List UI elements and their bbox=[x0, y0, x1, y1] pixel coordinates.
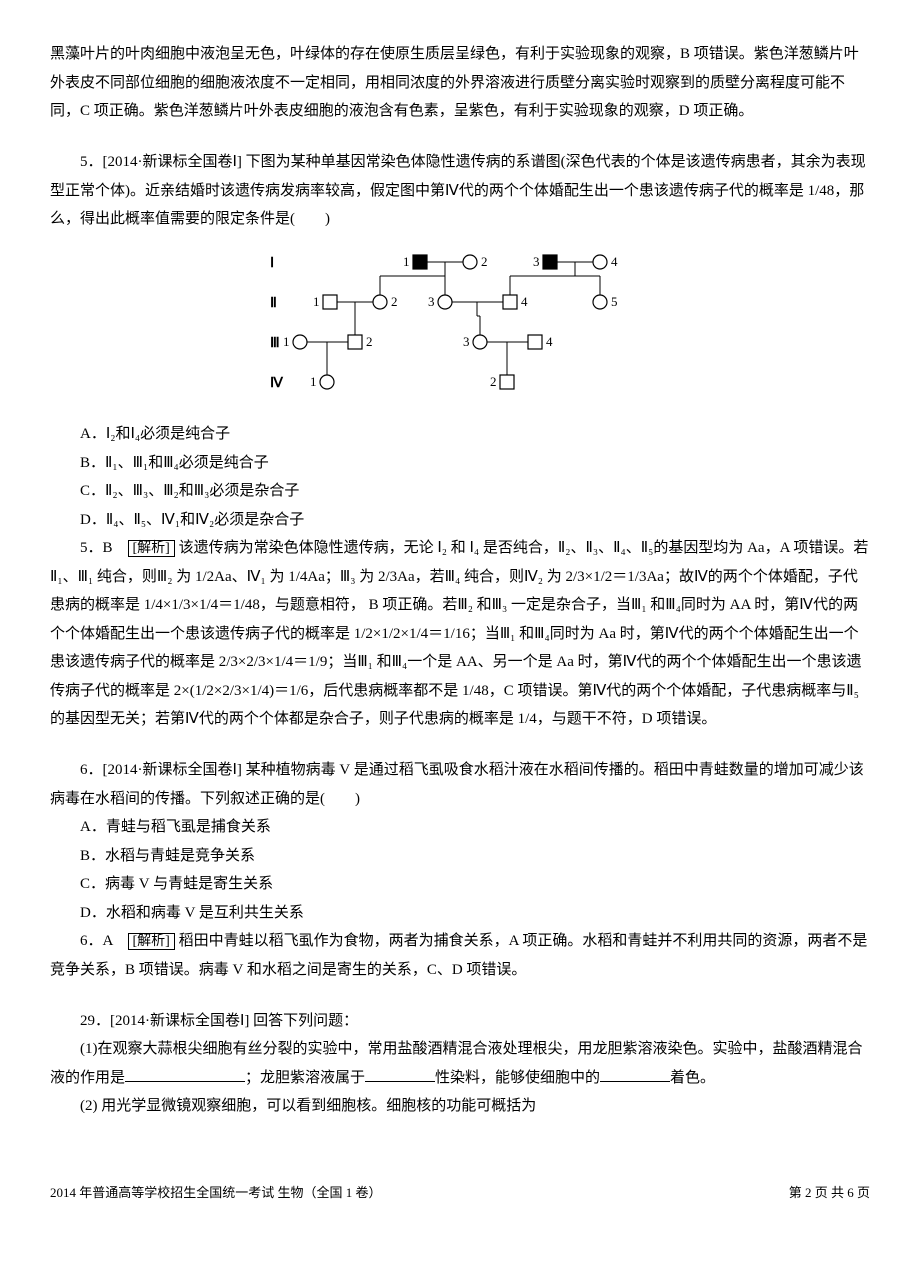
q5-answer-block: 5．B [解析] 该遗传病为常染色体隐性遗传病，无论 Ⅰ₂ 和 Ⅰ₄ 是否纯合，… bbox=[50, 534, 870, 734]
footer-right: 第 2 页 共 6 页 bbox=[789, 1181, 870, 1206]
q5-option-b: B．Ⅱ₁、Ⅲ₁和Ⅲ₄必须是纯合子 bbox=[50, 449, 870, 478]
svg-text:4: 4 bbox=[546, 334, 553, 349]
svg-text:1: 1 bbox=[313, 294, 320, 309]
intro-fragment: 黑藻叶片的叶肉细胞中液泡呈无色，叶绿体的存在使原生质层呈绿色，有利于实验现象的观… bbox=[50, 40, 870, 126]
analysis-label: [解析] bbox=[128, 540, 175, 557]
q5-pedigree: Ⅰ Ⅱ Ⅲ Ⅳ 1 2 3 4 1 2 3 4 5 1 2 3 4 1 2 bbox=[50, 242, 870, 413]
analysis-label: [解析] bbox=[128, 933, 175, 950]
q6-stem: 6．[2014·新课标全国卷Ⅰ] 某种植物病毒 V 是通过稻飞虱吸食水稻汁液在水… bbox=[50, 756, 870, 813]
q29-p1b: ；龙胆紫溶液属于 bbox=[245, 1070, 365, 1086]
q6-answer: 6．A bbox=[80, 933, 128, 949]
blank-1 bbox=[125, 1066, 245, 1082]
page-footer: 2014 年普通高等学校招生全国统一考试 生物（全国 1 卷） 第 2 页 共 … bbox=[50, 1181, 870, 1206]
q6-option-c: C．病毒 V 与青蛙是寄生关系 bbox=[50, 870, 870, 899]
q5-stem: 5．[2014·新课标全国卷Ⅰ] 下图为某种单基因常染色体隐性遗传病的系谱图(深… bbox=[50, 148, 870, 234]
svg-text:4: 4 bbox=[611, 254, 618, 269]
svg-text:1: 1 bbox=[403, 254, 410, 269]
q6-option-d: D．水稻和病毒 V 是互利共生关系 bbox=[50, 899, 870, 928]
q5-option-c: C．Ⅱ₂、Ⅲ₃、Ⅲ₂和Ⅲ₃必须是杂合子 bbox=[50, 477, 870, 506]
q29-stem: 29．[2014·新课标全国卷Ⅰ] 回答下列问题： bbox=[50, 1007, 870, 1036]
svg-text:2: 2 bbox=[391, 294, 398, 309]
svg-text:4: 4 bbox=[521, 294, 528, 309]
svg-text:Ⅱ: Ⅱ bbox=[270, 296, 277, 311]
blank-3 bbox=[600, 1066, 670, 1082]
blank-2 bbox=[365, 1066, 435, 1082]
svg-text:Ⅲ: Ⅲ bbox=[270, 336, 280, 351]
svg-text:Ⅰ: Ⅰ bbox=[270, 256, 274, 271]
q5-option-a: A．Ⅰ₂和Ⅰ₄必须是纯合子 bbox=[50, 420, 870, 449]
q6-option-b: B．水稻与青蛙是竞争关系 bbox=[50, 842, 870, 871]
q6-answer-block: 6．A [解析] 稻田中青蛙以稻飞虱作为食物，两者为捕食关系，A 项正确。水稻和… bbox=[50, 927, 870, 984]
svg-text:3: 3 bbox=[428, 294, 435, 309]
svg-text:2: 2 bbox=[366, 334, 373, 349]
svg-text:3: 3 bbox=[463, 334, 470, 349]
svg-text:3: 3 bbox=[533, 254, 540, 269]
svg-text:1: 1 bbox=[283, 334, 290, 349]
q6-option-a: A．青蛙与稻飞虱是捕食关系 bbox=[50, 813, 870, 842]
q29-part1: (1)在观察大蒜根尖细胞有丝分裂的实验中，常用盐酸酒精混合液处理根尖，用龙胆紫溶… bbox=[50, 1035, 870, 1092]
footer-left: 2014 年普通高等学校招生全国统一考试 生物（全国 1 卷） bbox=[50, 1181, 382, 1206]
svg-text:2: 2 bbox=[481, 254, 488, 269]
q29-p1c: 性染料，能够使细胞中的 bbox=[435, 1070, 600, 1086]
q5-answer: 5．B bbox=[80, 540, 128, 556]
svg-text:2: 2 bbox=[490, 374, 497, 389]
svg-text:1: 1 bbox=[310, 374, 317, 389]
q29-p1d: 着色。 bbox=[670, 1070, 715, 1086]
q29-part2: (2) 用光学显微镜观察细胞，可以看到细胞核。细胞核的功能可概括为 bbox=[50, 1092, 870, 1121]
svg-text:Ⅳ: Ⅳ bbox=[270, 376, 284, 391]
svg-text:5: 5 bbox=[611, 294, 618, 309]
q5-analysis: 该遗传病为常染色体隐性遗传病，无论 Ⅰ₂ 和 Ⅰ₄ 是否纯合，Ⅱ₂、Ⅱ₃、Ⅱ₄、… bbox=[50, 540, 868, 727]
q5-option-d: D．Ⅱ₄、Ⅱ₅、Ⅳ₁和Ⅳ₂必须是杂合子 bbox=[50, 506, 870, 535]
